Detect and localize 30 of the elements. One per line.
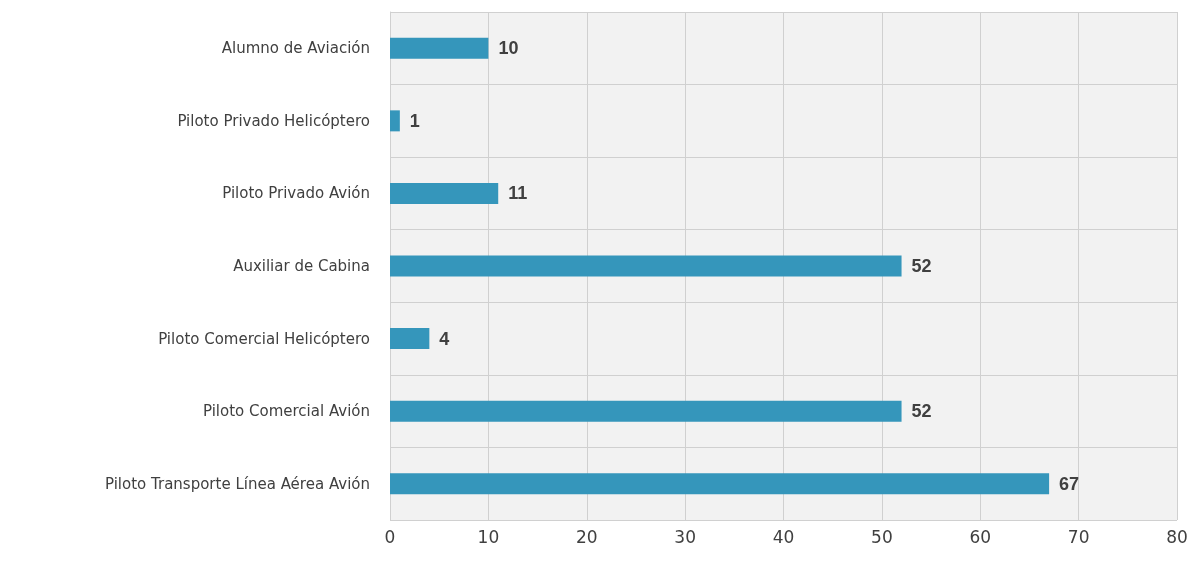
x-tick-label: 20 <box>575 526 598 547</box>
bar <box>390 110 400 132</box>
x-tick-label: 0 <box>384 526 396 547</box>
data-label: 67 <box>1059 473 1080 494</box>
bar <box>390 255 902 277</box>
x-tick-label: 40 <box>772 526 795 547</box>
x-tick-label: 10 <box>477 526 500 547</box>
y-tick-label: Piloto Comercial Avión <box>202 402 370 421</box>
x-tick-label: 50 <box>871 526 893 547</box>
data-label: 1 <box>409 110 420 131</box>
data-label: 10 <box>498 38 519 59</box>
data-label: 52 <box>911 401 932 422</box>
bar <box>390 182 499 204</box>
bar <box>390 37 489 59</box>
x-tick-label: 70 <box>1067 526 1090 547</box>
y-tick-label: Piloto Privado Avión <box>222 184 370 203</box>
y-tick-label: Piloto Privado Helicóptero <box>177 111 370 130</box>
y-tick-label: Alumno de Aviación <box>221 39 370 58</box>
x-tick-label: 60 <box>969 526 992 547</box>
x-tick-label: 30 <box>674 526 696 547</box>
bar <box>390 400 902 422</box>
bar <box>390 473 1050 495</box>
data-label: 52 <box>911 256 932 276</box>
data-label: 11 <box>508 183 528 204</box>
y-tick-label: Piloto Transporte Línea Aérea Avión <box>104 474 370 493</box>
data-label: 4 <box>439 328 450 349</box>
y-tick-label: Piloto Comercial Helicóptero <box>158 329 370 348</box>
x-tick-label: 80 <box>1166 526 1188 547</box>
bar <box>390 328 430 350</box>
y-tick-label: Auxiliar de Cabina <box>233 257 370 275</box>
